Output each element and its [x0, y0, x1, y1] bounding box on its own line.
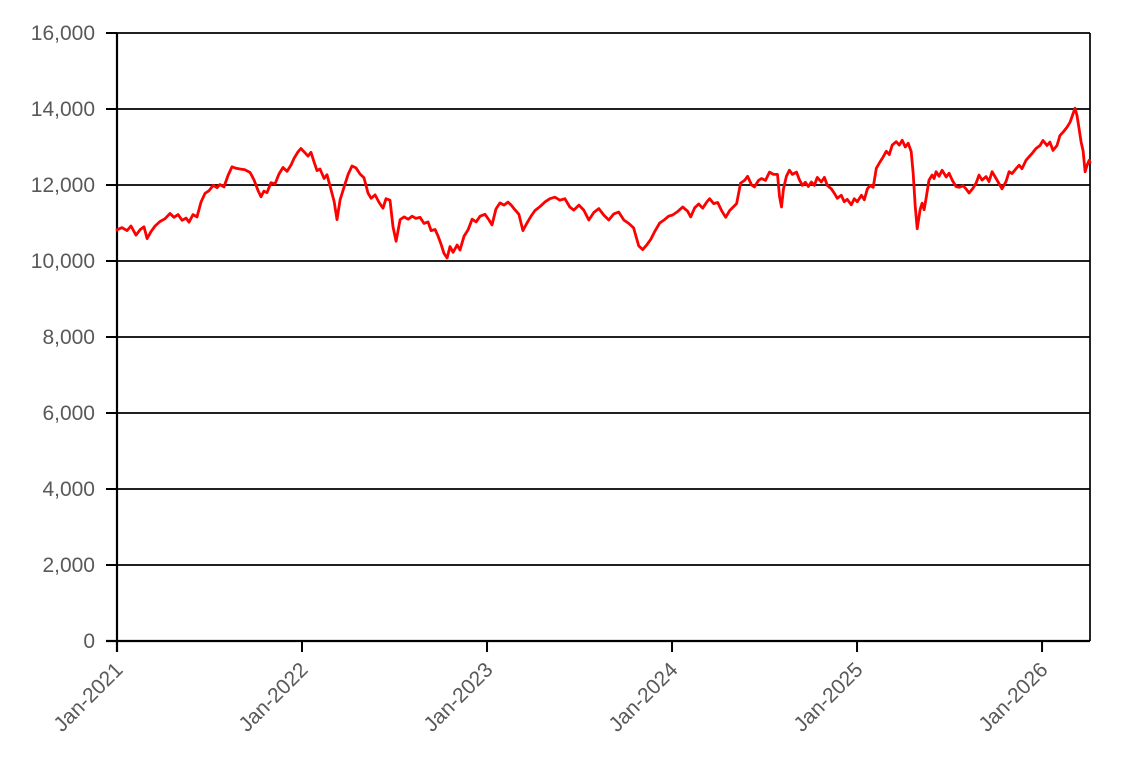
x-axis-tick-label: Jan-2023 — [419, 658, 497, 736]
x-axis-tick-label: Jan-2024 — [604, 658, 682, 736]
axes — [106, 32, 1091, 652]
data-series — [115, 106, 1092, 260]
x-axis-labels: Jan-2021 Jan-2022 Jan-2023 Jan-2024 Jan-2025… — [49, 658, 1052, 736]
x-axis-tick-label: Jan-2025 — [789, 658, 867, 736]
x-axis-tick-label: Jan-2022 — [234, 658, 312, 736]
y-axis-tick-label: 14,000 — [31, 98, 95, 121]
gridlines — [117, 32, 1090, 566]
y-axis-tick-label: 10,000 — [31, 250, 95, 273]
y-axis-labels: 0 2,000 4,000 6,000 8,000 10,000 12,000 14,000 1… — [31, 22, 95, 653]
price-line — [115, 106, 1092, 260]
y-axis-tick-label: 12,000 — [31, 174, 95, 197]
y-axis-tick-label: 6,000 — [42, 402, 95, 425]
y-axis-tick-label: 2,000 — [42, 554, 95, 577]
y-axis-tick-label: 8,000 — [42, 326, 95, 349]
y-axis-tick-label: 16,000 — [31, 22, 95, 45]
y-axis-tick-label: 4,000 — [42, 478, 95, 501]
x-axis-tick-label: Jan-2021 — [49, 658, 127, 736]
y-axis-tick-label: 0 — [83, 630, 95, 653]
x-axis-tick-label: Jan-2026 — [974, 658, 1052, 736]
